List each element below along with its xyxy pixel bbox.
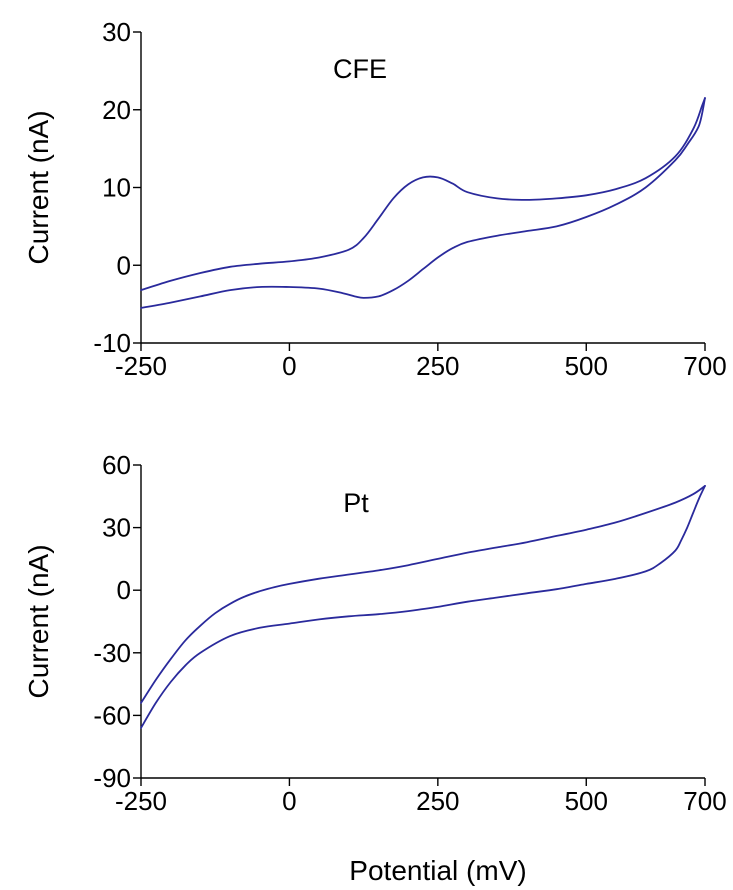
voltammogram-sweep-line-1 — [140, 485, 706, 729]
y-tick-label: 60 — [102, 450, 131, 480]
y-axis-title: Current (nA) — [23, 544, 54, 698]
y-tick-label: -60 — [93, 700, 131, 730]
y-tick-label: 0 — [117, 250, 131, 280]
voltammogram-sweep-line-1 — [140, 97, 706, 309]
x-axis-title: Potential (mV) — [349, 855, 526, 886]
y-tick-label: 0 — [117, 575, 131, 605]
x-tick-label: -250 — [115, 351, 167, 381]
x-tick-label: 0 — [282, 786, 296, 816]
y-tick-label: 20 — [102, 95, 131, 125]
chart-panel-0: -10 0 10 20 30 -250 0 250 500 700 Current (nA) CFE — [23, 17, 727, 381]
x-tick-label: 0 — [282, 351, 296, 381]
x-tick-label: 700 — [683, 351, 726, 381]
voltammogram-sweep-line-0 — [140, 485, 706, 704]
panel-label: Pt — [343, 488, 369, 518]
y-tick-label: 30 — [102, 17, 131, 47]
x-tick-label: 250 — [416, 786, 459, 816]
y-tick-label: 10 — [102, 173, 131, 203]
x-tick-label: 700 — [683, 786, 726, 816]
x-tick-label: 500 — [565, 786, 608, 816]
x-tick-label: 500 — [565, 351, 608, 381]
x-tick-label: -250 — [115, 786, 167, 816]
y-axis-title: Current (nA) — [23, 110, 54, 264]
y-tick-label: -10 — [93, 328, 131, 358]
chart-panel-1: -90 -60 -30 0 30 60 -250 0 250 500 700 Current (nA)… — [23, 450, 727, 886]
y-tick-label: -90 — [93, 763, 131, 793]
panel-label: CFE — [333, 54, 387, 84]
voltammogram-sweep-line-0 — [140, 97, 706, 291]
x-tick-label: 250 — [416, 351, 459, 381]
y-tick-label: -30 — [93, 638, 131, 668]
y-tick-label: 30 — [102, 513, 131, 543]
